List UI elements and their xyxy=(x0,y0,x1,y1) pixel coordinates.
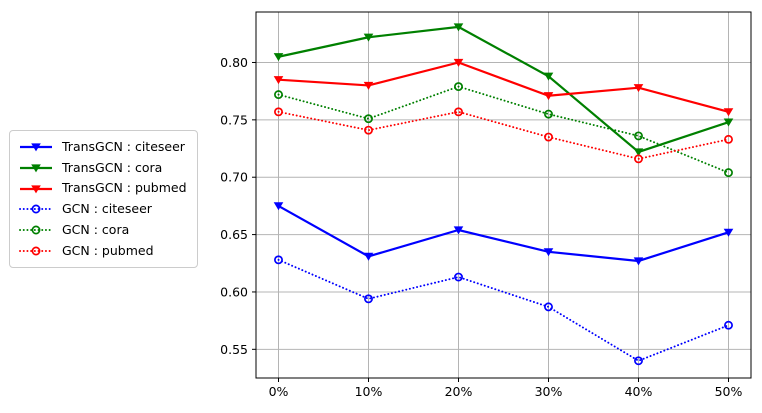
triangle-down-marker xyxy=(453,226,464,235)
triangle-down-marker xyxy=(633,148,644,157)
legend-solid-line-sample xyxy=(20,143,52,152)
y-tick-label: 0.80 xyxy=(220,55,248,70)
legend-item-label: GCN : pubmed xyxy=(62,242,154,258)
circle-marker xyxy=(31,225,41,235)
circle-marker xyxy=(364,294,373,304)
triangle-down-marker xyxy=(723,118,734,127)
series-line xyxy=(278,25,729,154)
y-tick-label: 0.65 xyxy=(220,227,248,242)
circle-marker xyxy=(31,204,41,214)
legend-item: GCN : citeseer xyxy=(19,199,187,220)
triangle-down-marker xyxy=(363,81,374,90)
triangle-down-marker xyxy=(363,33,374,42)
legend-solid-line-sample xyxy=(20,164,52,173)
legend-item: TransGCN : citeseer xyxy=(19,137,187,158)
legend-item-label: GCN : cora xyxy=(62,221,130,237)
legend-item-label: TransGCN : pubmed xyxy=(62,180,187,196)
triangle-down-marker xyxy=(31,185,41,194)
circle-marker xyxy=(364,114,373,124)
y-tick-label: 0.55 xyxy=(220,342,248,357)
series-line xyxy=(277,258,730,362)
triangle-down-marker xyxy=(31,164,41,173)
circle-marker xyxy=(724,134,733,144)
triangle-down-marker xyxy=(543,92,554,101)
legend-dotted-line-sample xyxy=(19,246,53,256)
series-line xyxy=(277,204,729,263)
circle-marker xyxy=(724,168,733,178)
triangle-down-marker xyxy=(363,252,374,261)
circle-marker xyxy=(454,272,463,282)
legend-item: GCN : cora xyxy=(19,220,187,241)
triangle-down-marker xyxy=(633,84,644,93)
legend-dotted-line-sample xyxy=(19,204,53,214)
triangle-down-marker xyxy=(633,257,644,266)
x-tick-label: 50% xyxy=(715,384,743,399)
circle-marker xyxy=(634,356,643,366)
x-tick-label: 0% xyxy=(269,384,289,399)
triangle-down-marker xyxy=(723,228,734,237)
circle-marker xyxy=(544,302,553,312)
circle-marker xyxy=(634,154,643,164)
x-tick-label: 10% xyxy=(355,384,383,399)
legend-item: GCN : pubmed xyxy=(19,240,187,261)
legend-item: TransGCN : pubmed xyxy=(19,178,187,199)
legend: TransGCN : citeseer TransGCN : cora TransG… xyxy=(9,130,198,269)
triangle-down-marker xyxy=(273,202,284,211)
x-tick-label: 40% xyxy=(625,384,653,399)
circle-marker xyxy=(454,107,463,117)
circle-marker xyxy=(274,90,283,100)
series-line xyxy=(278,61,729,113)
circle-marker xyxy=(724,320,733,330)
x-tick-label: 30% xyxy=(535,384,563,399)
triangle-down-marker xyxy=(453,23,464,32)
circle-marker xyxy=(454,82,463,92)
y-tick-label: 0.75 xyxy=(220,112,248,127)
triangle-down-marker xyxy=(723,108,734,117)
series-line xyxy=(277,110,730,160)
circle-marker xyxy=(274,107,283,117)
triangle-down-marker xyxy=(543,72,554,81)
triangle-down-marker xyxy=(273,76,284,85)
series-line xyxy=(277,85,730,174)
legend-solid-line-sample xyxy=(20,185,52,194)
triangle-down-marker xyxy=(31,143,41,152)
circle-marker xyxy=(274,255,283,265)
legend-dotted-line-sample xyxy=(19,225,53,235)
y-tick-label: 0.70 xyxy=(220,170,248,185)
triangle-down-marker xyxy=(273,53,284,62)
legend-item-label: TransGCN : citeseer xyxy=(62,139,185,155)
y-tick-label: 0.60 xyxy=(220,284,248,299)
circle-marker xyxy=(364,125,373,135)
triangle-down-marker xyxy=(543,248,554,257)
legend-item: TransGCN : cora xyxy=(19,158,187,179)
plot-border xyxy=(255,11,752,379)
legend-item-label: TransGCN : cora xyxy=(62,159,163,175)
x-tick-label: 20% xyxy=(445,384,473,399)
circle-marker xyxy=(544,109,553,119)
circle-marker xyxy=(544,132,553,142)
legend-item-label: GCN : citeseer xyxy=(62,201,152,217)
circle-marker xyxy=(634,131,643,141)
triangle-down-marker xyxy=(453,58,464,67)
circle-marker xyxy=(31,246,41,256)
